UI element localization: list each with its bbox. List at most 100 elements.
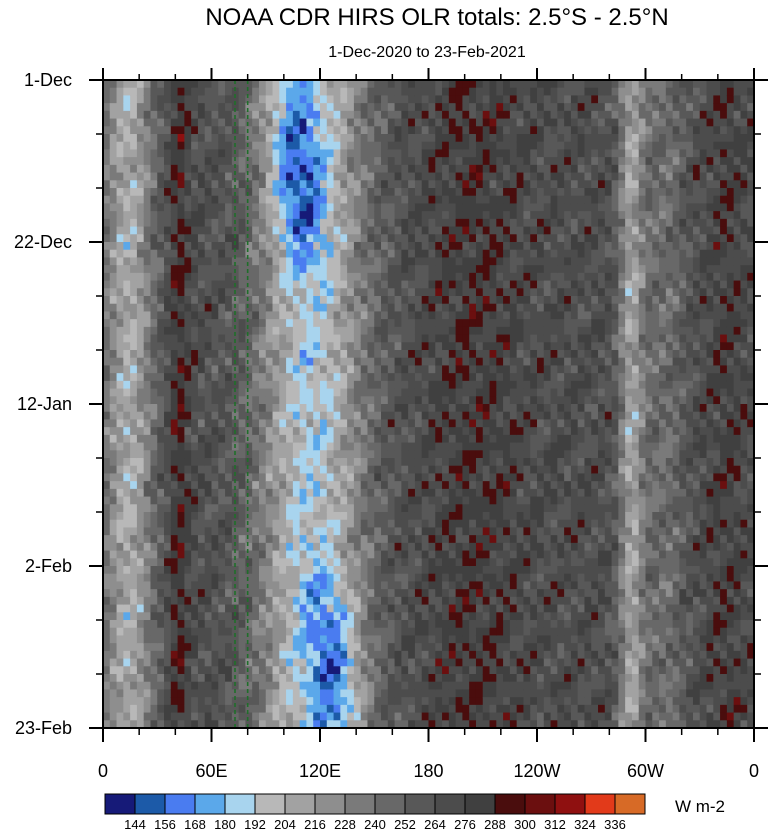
heatmap-cell: [408, 681, 416, 691]
heatmap-cell: [184, 342, 192, 351]
heatmap-cell: [401, 373, 409, 382]
heatmap-cell: [292, 427, 301, 436]
heatmap-cell: [177, 242, 185, 251]
heatmap-cell: [184, 95, 192, 104]
heatmap-cell: [381, 527, 389, 536]
heatmap-cell: [448, 326, 457, 336]
heatmap-cell: [455, 473, 464, 482]
heatmap-cell: [435, 712, 443, 721]
heatmap-cell: [258, 334, 267, 343]
heatmap-cell: [286, 481, 294, 490]
heatmap-cell: [306, 203, 314, 212]
heatmap-cell: [197, 527, 206, 536]
heatmap-cell: [286, 596, 294, 606]
heatmap-cell: [123, 473, 131, 482]
heatmap-cell: [170, 620, 179, 629]
heatmap-cell: [475, 596, 484, 606]
heatmap-cell: [475, 350, 484, 359]
heatmap-cell: [299, 404, 308, 413]
heatmap-cell: [367, 288, 375, 297]
heatmap-cell: [401, 488, 409, 498]
heatmap-cell: [374, 226, 382, 235]
heatmap-cell: [313, 172, 321, 181]
heatmap-cell: [252, 134, 260, 143]
heatmap-cell: [408, 458, 416, 467]
heatmap-cell: [333, 658, 341, 667]
heatmap-cell: [475, 542, 484, 552]
heatmap-cell: [381, 110, 389, 120]
heatmap-cell: [258, 442, 267, 451]
heatmap-cell: [340, 650, 348, 660]
heatmap-cell: [428, 666, 436, 675]
heatmap-cell: [414, 635, 423, 644]
heatmap-cell: [225, 350, 233, 359]
heatmap-cell: [469, 643, 477, 652]
heatmap-cell: [326, 234, 335, 243]
heatmap-cell: [374, 419, 382, 428]
heatmap-cell: [258, 419, 267, 428]
heatmap-cell: [184, 396, 192, 405]
heatmap-cell: [455, 103, 464, 112]
heatmap-cell: [204, 704, 213, 714]
heatmap-cell: [313, 465, 321, 475]
heatmap-cell: [123, 697, 131, 706]
heatmap-cell: [313, 666, 321, 675]
heatmap-cell: [299, 296, 308, 305]
heatmap-cell: [272, 604, 280, 613]
heatmap-cell: [252, 396, 260, 405]
heatmap-cell: [414, 303, 423, 313]
heatmap-cell: [360, 643, 369, 652]
heatmap-cell: [225, 357, 233, 367]
heatmap-cell: [462, 218, 470, 228]
heatmap-cell: [489, 473, 497, 482]
heatmap-cell: [442, 704, 450, 714]
heatmap-cell: [143, 504, 152, 513]
heatmap-cell: [326, 473, 335, 482]
heatmap-cell: [238, 396, 247, 405]
heatmap-cell: [204, 188, 213, 197]
heatmap-cell: [170, 350, 179, 359]
heatmap-cell: [496, 596, 504, 606]
heatmap-cell: [238, 558, 247, 567]
heatmap-cell: [164, 134, 172, 143]
heatmap-cell: [394, 535, 402, 544]
heatmap-cell: [353, 296, 362, 305]
heatmap-cell: [455, 334, 464, 343]
heatmap-cell: [103, 589, 111, 598]
heatmap-cell: [184, 473, 192, 482]
heatmap-cell: [157, 172, 165, 181]
heatmap-cell: [414, 149, 423, 158]
heatmap-cell: [320, 157, 328, 166]
heatmap-cell: [394, 296, 402, 305]
heatmap-cell: [191, 242, 199, 251]
heatmap-cell: [489, 118, 497, 127]
heatmap-cell: [109, 581, 118, 590]
heatmap-cell: [286, 473, 294, 482]
heatmap-cell: [469, 357, 477, 367]
heatmap-cell: [475, 712, 484, 721]
heatmap-cell: [170, 134, 179, 143]
heatmap-cell: [204, 149, 213, 158]
heatmap-cell: [347, 149, 355, 158]
heatmap-cell: [469, 674, 477, 683]
heatmap-cell: [164, 95, 172, 104]
heatmap-cell: [414, 689, 423, 698]
heatmap-cell: [387, 303, 396, 313]
heatmap-cell: [313, 612, 321, 621]
heatmap-cell: [347, 110, 355, 120]
heatmap-cell: [191, 334, 199, 343]
heatmap-cell: [136, 404, 145, 413]
heatmap-cell: [421, 450, 430, 459]
heatmap-cell: [347, 704, 355, 714]
heatmap-cell: [381, 272, 389, 282]
heatmap-cell: [103, 535, 111, 544]
heatmap-cell: [374, 118, 382, 127]
heatmap-cell: [197, 164, 206, 174]
heatmap-cell: [170, 404, 179, 413]
heatmap-cell: [238, 681, 247, 691]
heatmap-cell: [367, 126, 375, 135]
heatmap-cell: [272, 103, 280, 112]
heatmap-cell: [489, 195, 497, 205]
heatmap-cell: [252, 434, 260, 444]
heatmap-cell: [225, 319, 233, 328]
